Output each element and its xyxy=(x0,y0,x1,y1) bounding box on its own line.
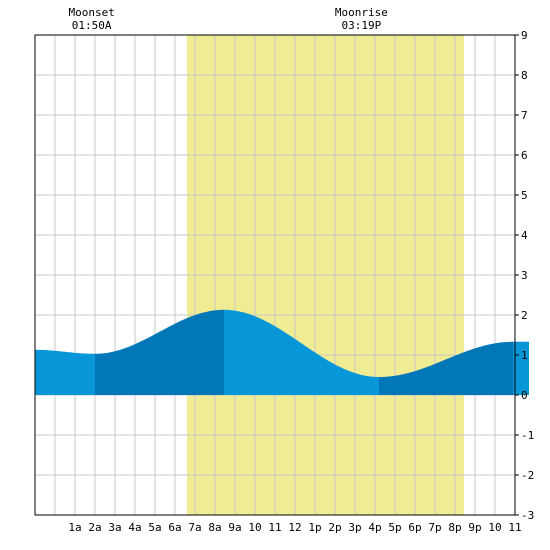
x-tick-label: 7p xyxy=(428,521,441,534)
y-tick-label: 6 xyxy=(521,149,528,162)
x-tick-label: 8a xyxy=(208,521,221,534)
y-tick-label: 2 xyxy=(521,309,528,322)
moonset-label: Moonset xyxy=(68,6,114,19)
y-tick-label: 5 xyxy=(521,189,528,202)
y-axis-labels: -3 -2 -1 0 1 2 3 4 5 6 7 8 9 xyxy=(521,29,534,522)
x-tick-label: 4p xyxy=(368,521,381,534)
y-tick-label: 4 xyxy=(521,229,528,242)
y-tick-label: -2 xyxy=(521,469,534,482)
moonset-annotation: Moonset 01:50A xyxy=(68,6,114,32)
y-tick-label: 9 xyxy=(521,29,528,42)
y-tick-label: -1 xyxy=(521,429,534,442)
y-tick-label: 3 xyxy=(521,269,528,282)
moonrise-annotation: Moonrise 03:19P xyxy=(335,6,388,32)
x-tick-label: 7a xyxy=(188,521,201,534)
axis-ticks xyxy=(515,34,519,516)
x-tick-label: 10 xyxy=(488,521,501,534)
moonrise-time: 03:19P xyxy=(341,19,381,32)
x-tick-label: 5p xyxy=(388,521,401,534)
x-tick-label: 6p xyxy=(408,521,421,534)
tide-rising-segment xyxy=(95,309,224,395)
x-tick-label: 9p xyxy=(468,521,481,534)
x-tick-label: 3a xyxy=(108,521,121,534)
grid-lines xyxy=(35,35,515,515)
x-tick-label: 9a xyxy=(228,521,241,534)
x-tick-label: 2a xyxy=(88,521,101,534)
x-tick-label: 3p xyxy=(348,521,361,534)
y-tick-label: 7 xyxy=(521,109,528,122)
x-tick-label: 10 xyxy=(248,521,261,534)
y-tick-label: 1 xyxy=(521,349,528,362)
tide-rising-segment xyxy=(379,341,513,395)
y-tick-label: 0 xyxy=(521,389,528,402)
x-tick-label: 1p xyxy=(308,521,321,534)
moonrise-label: Moonrise xyxy=(335,6,388,19)
tide-falling-segment xyxy=(224,309,379,395)
x-tick-label: 4a xyxy=(128,521,141,534)
tide-area xyxy=(35,309,529,395)
tide-falling-segment xyxy=(35,349,95,395)
x-tick-label: 12 xyxy=(288,521,301,534)
x-tick-label: 6a xyxy=(168,521,181,534)
x-tick-label: 11 xyxy=(268,521,281,534)
x-tick-label: 5a xyxy=(148,521,161,534)
moonset-time: 01:50A xyxy=(72,19,112,32)
x-tick-label: 11 xyxy=(508,521,521,534)
y-tick-label: -3 xyxy=(521,509,534,522)
x-tick-label: 1a xyxy=(68,521,81,534)
y-tick-label: 8 xyxy=(521,69,528,82)
plot-frame xyxy=(34,34,516,516)
x-axis-labels: 1a 2a 3a 4a 5a 6a 7a 8a 9a 10 11 12 1p 2p 3p 4p 5p 6p 7p 8p… xyxy=(68,521,521,534)
x-tick-label: 2p xyxy=(328,521,341,534)
x-tick-label: 8p xyxy=(448,521,461,534)
